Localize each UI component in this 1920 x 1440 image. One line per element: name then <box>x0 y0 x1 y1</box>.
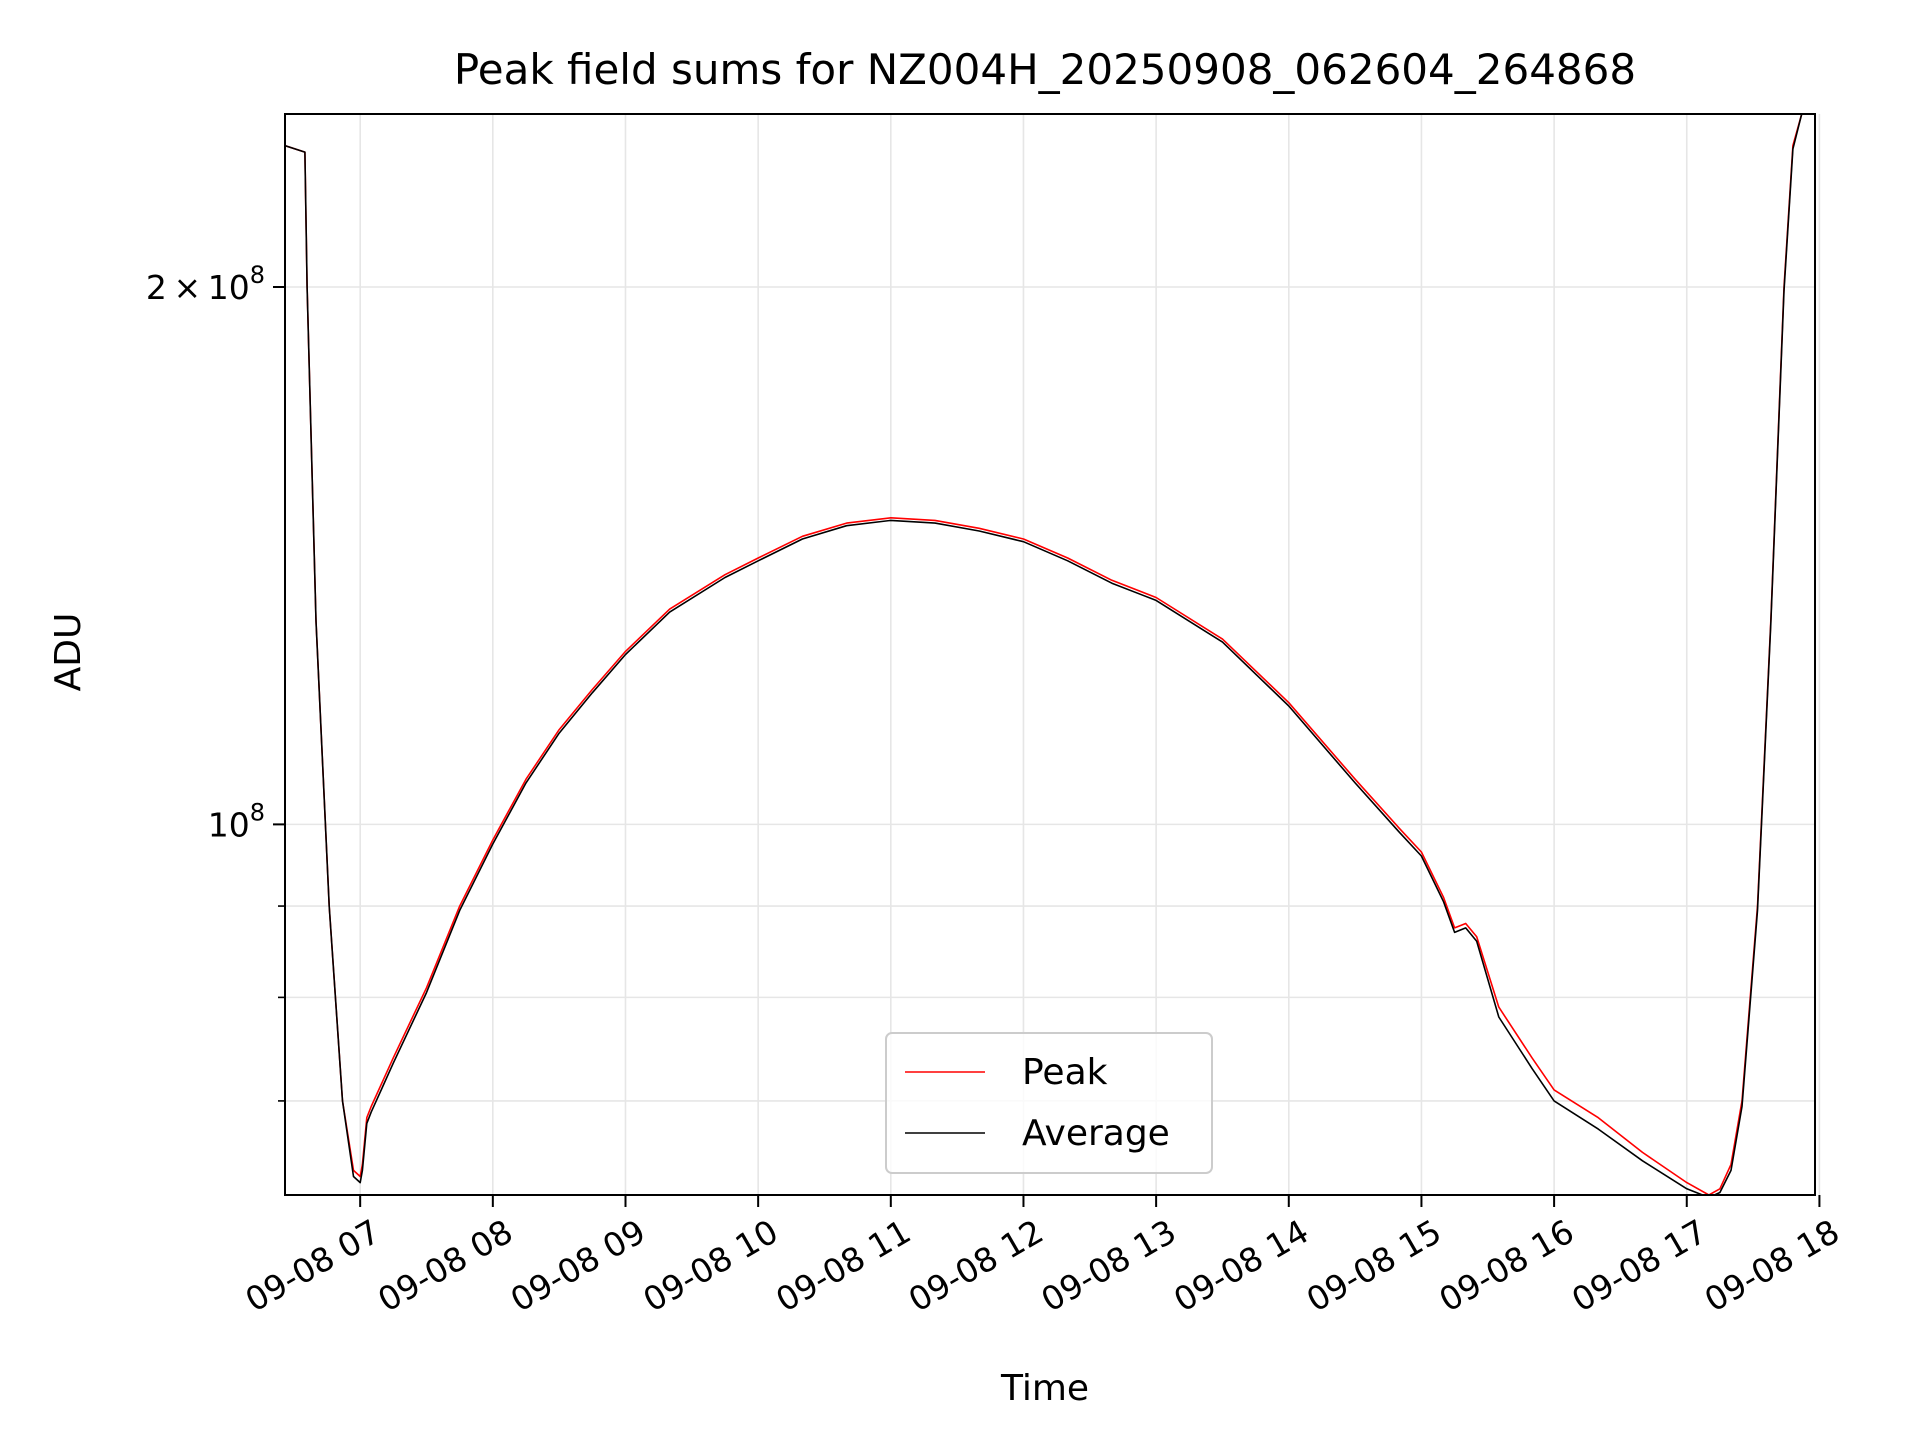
y-tick-base: 10 <box>208 805 250 844</box>
chart-title: Peak field sums for NZ004H_20250908_0626… <box>454 45 1636 94</box>
y-tick-exponent: 8 <box>250 261 265 289</box>
plot-frame <box>284 113 1816 1196</box>
y-axis-label: ADU <box>48 613 89 692</box>
y-tick-exponent: 8 <box>250 798 265 826</box>
series-layer <box>285 114 1803 1195</box>
y-tick-times: × <box>167 268 208 307</box>
y-tick-label: 2 × 108 <box>146 261 265 307</box>
y-tick-label: 108 <box>208 798 265 844</box>
legend: Peak Average <box>885 1032 1213 1174</box>
series-line-average <box>285 114 1803 1195</box>
series-line-peak <box>285 114 1803 1195</box>
legend-label-average: Average <box>1022 1113 1170 1154</box>
grid <box>285 114 1821 1195</box>
y-tick-coefficient: 2 <box>146 268 167 307</box>
x-axis-label: Time <box>1000 1368 1089 1409</box>
y-tick-base: 10 <box>208 268 250 307</box>
legend-box <box>885 1032 1213 1174</box>
legend-label-peak: Peak <box>1022 1052 1108 1093</box>
